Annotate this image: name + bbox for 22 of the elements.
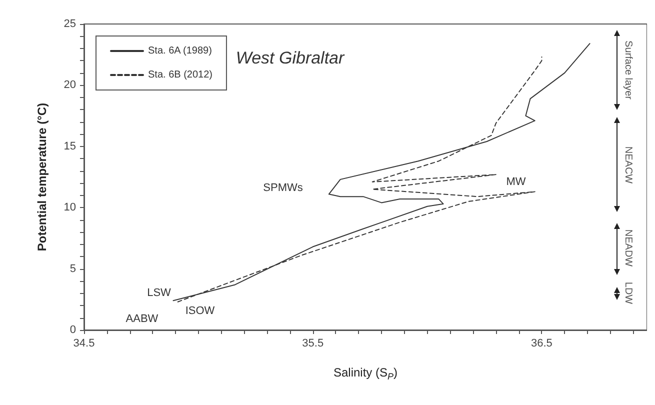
legend-label: Sta. 6B (2012) — [148, 70, 212, 80]
annotation: NEACW — [622, 146, 634, 184]
annotation: West Gibraltar — [236, 48, 346, 68]
x-tick-label: 35.5 — [302, 338, 324, 350]
y-tick-label: 20 — [64, 79, 76, 92]
annotation: AABW — [126, 313, 159, 325]
annotation: LDW — [622, 282, 634, 305]
y-axis-title: Potential temperature (°C) — [35, 102, 49, 252]
y-tick-label: 5 — [70, 262, 76, 275]
x-tick-label: 34.5 — [73, 338, 95, 350]
y-tick-label: 15 — [64, 140, 76, 152]
y-tick-label: 25 — [64, 18, 76, 30]
y-tick-label: 0 — [70, 324, 76, 336]
annotation: SPMWs — [263, 182, 304, 194]
x-tick-label: 36.5 — [531, 338, 552, 350]
legend-label: Sta. 6A (1989) — [148, 46, 212, 56]
annotation: ISOW — [185, 305, 216, 317]
y-tick-label: 10 — [64, 202, 76, 214]
annotation: MW — [506, 176, 526, 188]
annotation: Surface layer — [622, 40, 634, 100]
annotation: LSW — [147, 287, 172, 299]
annotation: NEADW — [622, 229, 634, 268]
